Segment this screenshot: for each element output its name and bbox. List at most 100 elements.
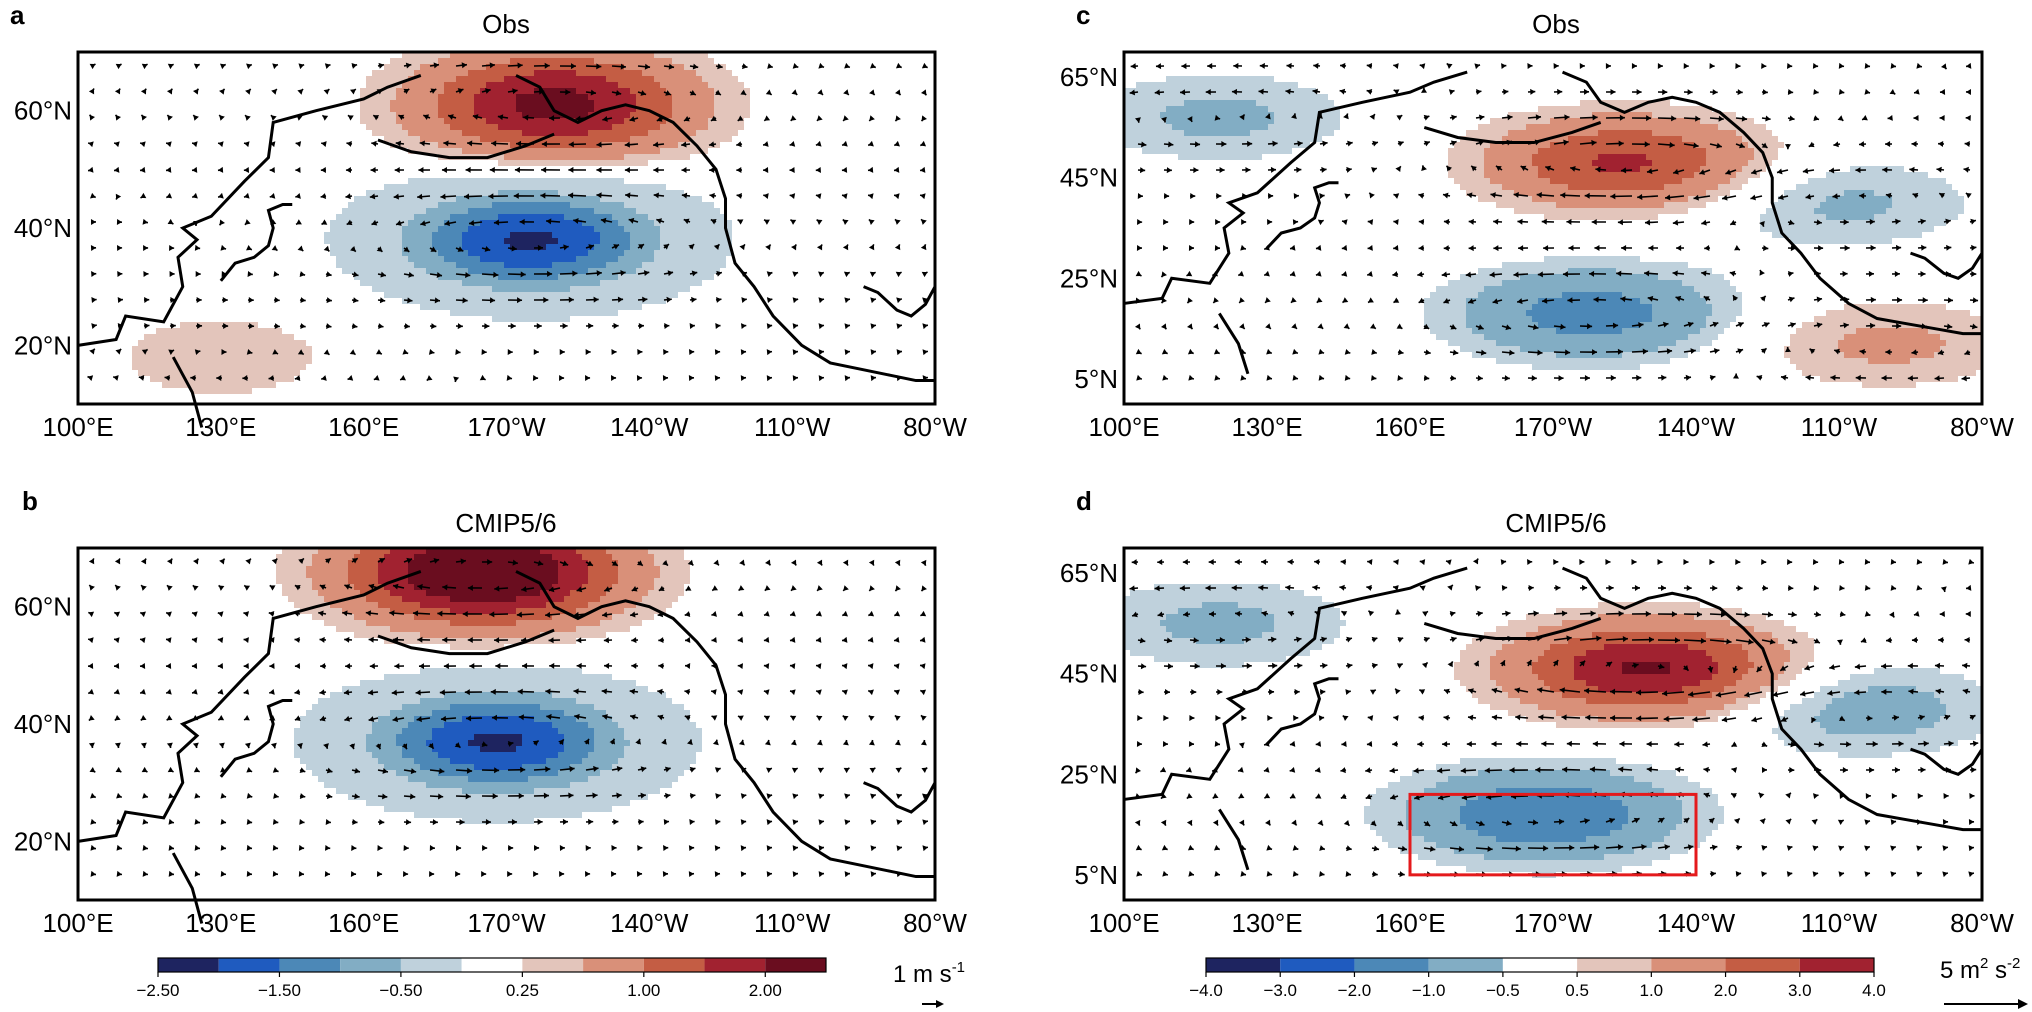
wind-vector-head [1423, 114, 1430, 121]
field-cell [1460, 184, 1502, 190]
field-cell [1592, 632, 1706, 638]
wind-vector-head [166, 637, 172, 644]
lon-tick-label: 80°W [903, 412, 967, 442]
field-cell [1478, 196, 1532, 202]
lon-tick-label: 170°W [467, 908, 546, 938]
field-cell [498, 160, 648, 166]
wind-vector-head [1419, 559, 1426, 566]
wind-vector-head [1828, 167, 1835, 174]
field-cell [1826, 704, 1946, 710]
wind-vector-head [115, 193, 122, 200]
field-cell [1706, 154, 1754, 160]
wind-vector-head [1818, 741, 1824, 748]
wind-vector-head [352, 297, 359, 304]
field-cell [564, 710, 606, 716]
field-cell [1370, 824, 1406, 830]
wind-vector-head [1733, 295, 1739, 302]
wind-vector-head [1495, 165, 1502, 172]
field-cell [396, 112, 438, 118]
field-cell [630, 136, 690, 142]
wind-vector-head [1162, 740, 1169, 747]
wind-vector-head [1137, 714, 1143, 721]
field-cell [1544, 680, 1586, 686]
lon-tick-label: 130°E [185, 412, 256, 442]
lon-tick-label: 100°E [42, 412, 113, 442]
wind-vector-head [298, 558, 304, 565]
wind-vector-head [1702, 741, 1708, 748]
wind-vector-head [295, 166, 301, 173]
field-cell [1406, 818, 1460, 824]
wind-vector-head [365, 610, 372, 617]
wind-vector-head [114, 637, 120, 644]
wind-vector-head [667, 270, 674, 277]
wind-vector-head [692, 63, 699, 70]
field-cell [654, 584, 684, 590]
wind-vector-head [604, 586, 611, 592]
field-cell [1748, 656, 1790, 662]
wind-vector-head [1838, 715, 1845, 721]
wind-vector-head [736, 167, 742, 174]
wind-vector-head [920, 166, 926, 173]
field-cell [1838, 752, 1892, 758]
wind-vector-head [1160, 819, 1167, 826]
field-cell [534, 70, 576, 76]
wind-vector-head [841, 166, 848, 173]
field-cell [1274, 620, 1346, 626]
field-cell [1484, 632, 1526, 638]
wind-vector-head [140, 141, 146, 148]
wind-vector-head [1190, 193, 1196, 200]
wind-vector-head [558, 739, 564, 746]
field-cell [402, 250, 438, 256]
wind-vector-head [378, 323, 384, 330]
wind-vector-head [1313, 62, 1319, 69]
wind-vector-head [636, 375, 643, 382]
wind-vector-head [711, 636, 717, 643]
wind-vector-head [220, 844, 226, 851]
field-cell [1400, 848, 1454, 854]
field-cell [384, 136, 420, 142]
wind-vector-head [1166, 637, 1173, 644]
wind-vector-head [271, 558, 278, 565]
wind-vector-head [1340, 767, 1346, 774]
field-cell [636, 602, 672, 608]
wind-vector-head [244, 742, 251, 749]
wind-vector-head [1421, 87, 1428, 93]
field-cell [360, 280, 462, 286]
wind-vector-head [1864, 871, 1870, 878]
wind-vector-head [245, 115, 251, 121]
wind-vector-head [423, 114, 430, 120]
wind-vector-head [601, 688, 608, 695]
wind-vector-head [513, 192, 519, 199]
wind-vector-head [816, 610, 822, 617]
field-cell [396, 88, 444, 94]
wind-vector-head [1468, 245, 1474, 252]
field-cell [1568, 136, 1682, 142]
wind-vector-head [1800, 690, 1806, 697]
field-cell [378, 602, 420, 608]
wind-vector-head [1214, 740, 1220, 747]
wind-vector-head [1570, 165, 1576, 172]
wind-vector-head [88, 662, 94, 669]
field-cell [600, 238, 630, 244]
wind-vector-head [1946, 244, 1952, 251]
wind-vector-head [573, 688, 579, 695]
field-cell [1478, 698, 1520, 704]
wind-vector-head [321, 375, 327, 381]
field-cell [414, 262, 456, 268]
field-cell [276, 572, 306, 578]
wind-reference-label: 1 m s-1 [893, 959, 965, 988]
wind-vector-head [842, 193, 848, 200]
flux-reference-arrowhead [2018, 999, 2028, 1009]
field-cell [444, 118, 486, 124]
wind-vector-head [792, 349, 798, 356]
wind-vector-head [740, 819, 747, 826]
field-cell [1466, 190, 1514, 196]
field-cell [1874, 668, 1940, 674]
field-cell [432, 728, 558, 734]
wind-vector-head [324, 558, 331, 564]
wind-vector-head [920, 140, 927, 147]
field-cell [1520, 274, 1658, 280]
wind-vector-head [1499, 660, 1506, 667]
field-cell [1124, 626, 1166, 632]
wind-vector-head [461, 62, 467, 69]
